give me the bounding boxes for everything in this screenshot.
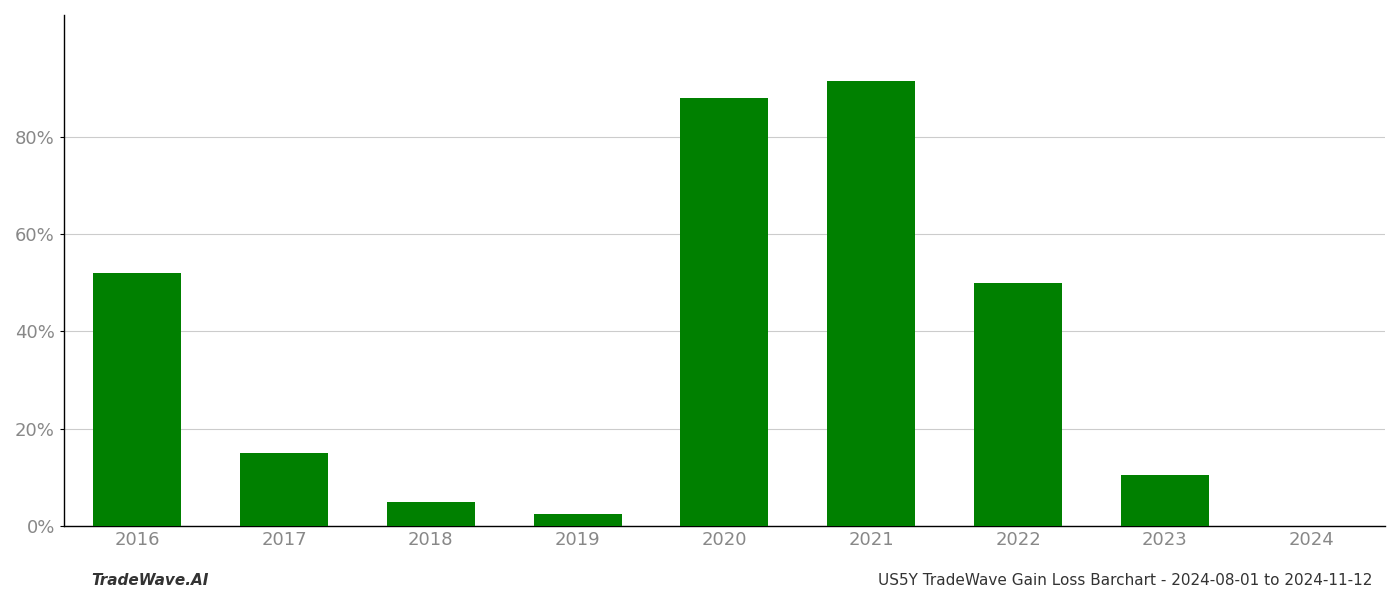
Text: TradeWave.AI: TradeWave.AI: [91, 573, 209, 588]
Bar: [1121, 475, 1208, 526]
Bar: [974, 283, 1063, 526]
Bar: [239, 453, 328, 526]
Bar: [827, 81, 916, 526]
Bar: [680, 98, 769, 526]
Text: US5Y TradeWave Gain Loss Barchart - 2024-08-01 to 2024-11-12: US5Y TradeWave Gain Loss Barchart - 2024…: [878, 573, 1372, 588]
Bar: [533, 514, 622, 526]
Bar: [386, 502, 475, 526]
Bar: [94, 273, 182, 526]
